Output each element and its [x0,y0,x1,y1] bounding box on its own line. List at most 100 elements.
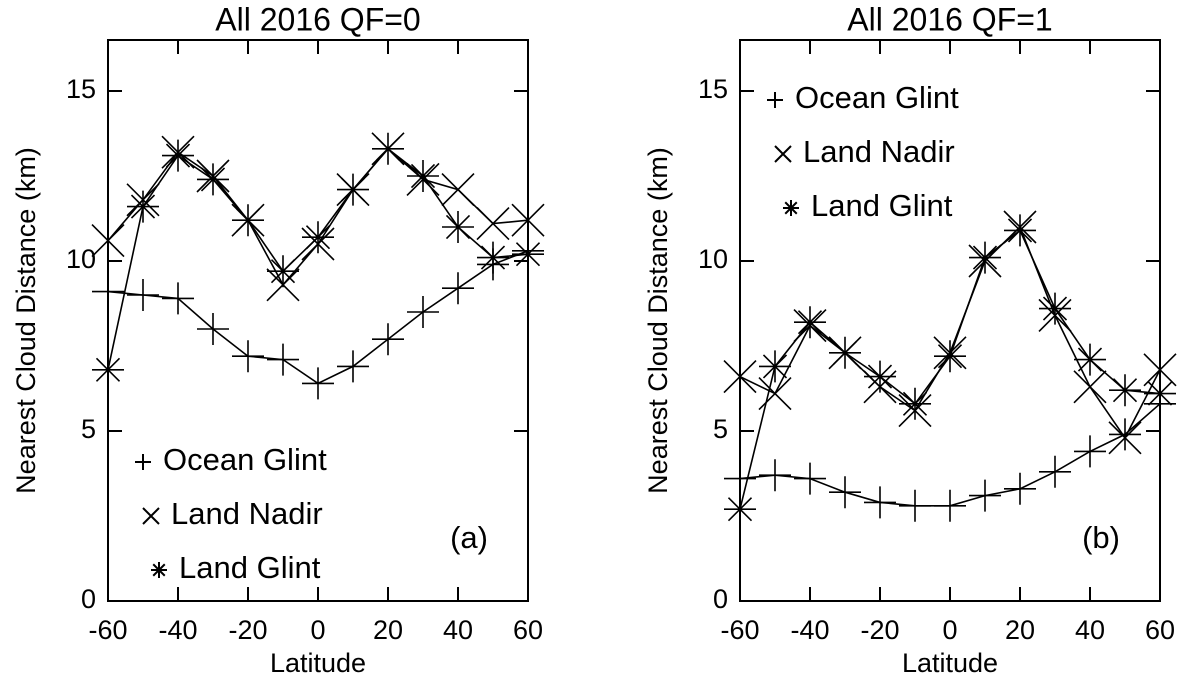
data-point [1073,370,1107,404]
data-point [829,476,861,509]
legend-label: Ocean Glint [795,80,959,115]
data-point [899,489,931,522]
data-point [267,255,299,288]
y-tick-label: 0 [713,584,728,614]
data-point [794,306,826,339]
x-tick-label: 40 [1075,615,1105,645]
x-tick-label: -20 [228,615,267,645]
data-point [127,279,159,311]
series-line [107,250,529,385]
data-point [91,224,125,258]
data-point [337,173,369,206]
y-tick-label: 15 [698,74,728,104]
data-point [162,139,194,172]
legend-symbol [774,145,792,163]
data-point [969,241,1001,274]
y-axis-label: Nearest Cloud Distance (km) [643,147,673,494]
data-point [1109,374,1141,407]
data-point [232,204,264,237]
x-tick-label: -40 [790,615,829,645]
y-tick-label: 0 [81,584,96,614]
data-point [759,350,791,383]
data-point [1004,214,1036,247]
data-point [92,353,124,386]
x-tick-label: 40 [443,615,473,645]
data-point [442,272,474,305]
data-point [162,282,194,315]
data-point [864,360,896,393]
legend-label: Land Glint [179,550,321,585]
data-point [302,367,334,400]
data-point [477,241,509,274]
data-point [442,211,474,243]
data-point [267,343,299,376]
legend-symbol [767,92,783,108]
series-line [107,147,529,287]
data-point [864,486,896,519]
legend-symbol [142,507,160,525]
panel-annotation: (a) [450,520,488,555]
data-point [1074,343,1106,376]
data-point [724,462,756,495]
data-point [197,163,229,196]
data-point [337,350,369,383]
data-point [758,377,792,411]
data-point [407,160,439,192]
x-tick-label: 0 [310,615,325,645]
data-point [302,221,334,254]
data-point [372,323,404,356]
legend-symbol [135,454,151,470]
data-point [92,275,124,308]
data-point [127,190,159,223]
data-point [232,340,264,373]
x-axis-label: Latitude [270,648,366,678]
x-axis-label: Latitude [902,648,998,678]
data-point [1074,435,1106,468]
x-tick-label: 20 [373,615,403,645]
data-point [759,459,791,492]
data-point [1143,353,1177,387]
data-point [724,493,756,526]
legend-symbol [151,562,167,578]
data-point [197,313,229,345]
data-point [476,207,510,241]
legend-label: Land Glint [811,188,953,223]
chart-title: All 2016 QF=0 [215,1,420,37]
data-point [723,360,757,394]
data-point [1039,292,1071,325]
legend-label: Ocean Glint [163,442,327,477]
legend-label: Land Nadir [803,134,955,169]
y-axis-label: Nearest Cloud Distance (km) [11,147,41,494]
data-point [829,336,861,369]
data-point [794,462,826,495]
data-point [1109,418,1141,451]
x-tick-label: 0 [942,615,957,645]
panel-annotation: (b) [1082,520,1120,555]
y-tick-label: 10 [698,244,728,274]
data-point [1039,455,1071,488]
data-point [899,387,931,420]
data-point [407,296,439,328]
x-tick-label: -60 [88,615,127,645]
data-point [512,238,544,271]
x-tick-label: -60 [720,615,759,645]
x-tick-label: 60 [1145,615,1175,645]
data-point [1108,421,1142,455]
x-tick-label: 20 [1005,615,1035,645]
data-point [372,132,404,165]
data-point [1144,377,1176,410]
data-point [969,479,1001,512]
y-tick-label: 15 [66,74,96,104]
y-tick-label: 5 [713,414,728,444]
y-tick-label: 10 [66,244,96,274]
x-tick-label: -40 [158,615,197,645]
data-point [934,489,966,522]
y-tick-label: 5 [81,414,96,444]
data-point [934,340,966,373]
data-point [1004,472,1036,505]
legend-label: Land Nadir [171,496,323,531]
legend-symbol [783,200,799,216]
x-tick-label: 60 [513,615,543,645]
x-tick-label: -20 [860,615,899,645]
